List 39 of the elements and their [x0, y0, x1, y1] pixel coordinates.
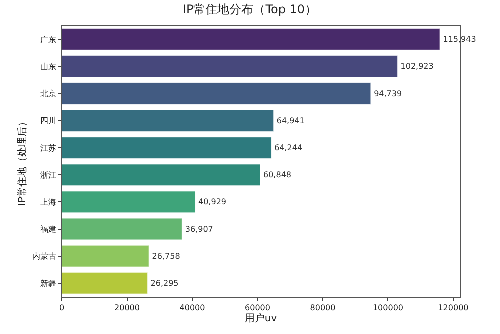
- x-tick-label: 60000: [245, 304, 270, 313]
- x-tick-label: 40000: [180, 304, 206, 313]
- x-tick-label: 120000: [438, 304, 469, 313]
- x-tick-label: 80000: [310, 304, 336, 313]
- data-label: 36,907: [185, 224, 214, 234]
- bar: [62, 28, 441, 51]
- bar: [62, 218, 183, 241]
- bar: [62, 82, 372, 106]
- y-tick-label: 四川: [40, 116, 56, 126]
- x-tick-label: 100000: [372, 304, 404, 313]
- data-label: 64,244: [274, 143, 303, 152]
- bar: [62, 55, 398, 78]
- y-tick-label: 广东: [40, 35, 56, 44]
- bar: [62, 190, 196, 214]
- bar: [62, 272, 148, 295]
- x-tick-label: 20000: [114, 304, 140, 313]
- y-tick-label: 北京: [40, 90, 56, 99]
- y-tick-label: 内蒙古: [32, 252, 56, 262]
- y-tick-label: 福建: [40, 225, 56, 234]
- x-tick-label: 0: [59, 304, 65, 313]
- data-label: 60,848: [264, 170, 292, 180]
- chart-title: IP常住地分布（Top 10）: [182, 2, 318, 16]
- y-axis-title: IP常住地（处理后）: [16, 117, 28, 206]
- data-label: 26,758: [152, 252, 180, 261]
- data-label: 94,739: [374, 89, 402, 98]
- y-tick-label: 上海: [40, 198, 56, 207]
- y-tick-label: 浙江: [40, 170, 56, 180]
- data-label: 64,941: [276, 116, 305, 126]
- x-axis-title: 用户uv: [244, 312, 278, 325]
- y-tick-label: 新疆: [40, 279, 56, 288]
- bar: [62, 164, 261, 186]
- bar: [62, 245, 150, 268]
- data-label: 26,295: [150, 278, 179, 288]
- data-label: 40,929: [198, 198, 227, 207]
- y-tick-label: 江苏: [40, 144, 56, 153]
- bar: [62, 110, 274, 132]
- y-tick-label: 山东: [40, 62, 56, 72]
- data-label: 102,923: [400, 62, 434, 72]
- bar: [62, 136, 272, 160]
